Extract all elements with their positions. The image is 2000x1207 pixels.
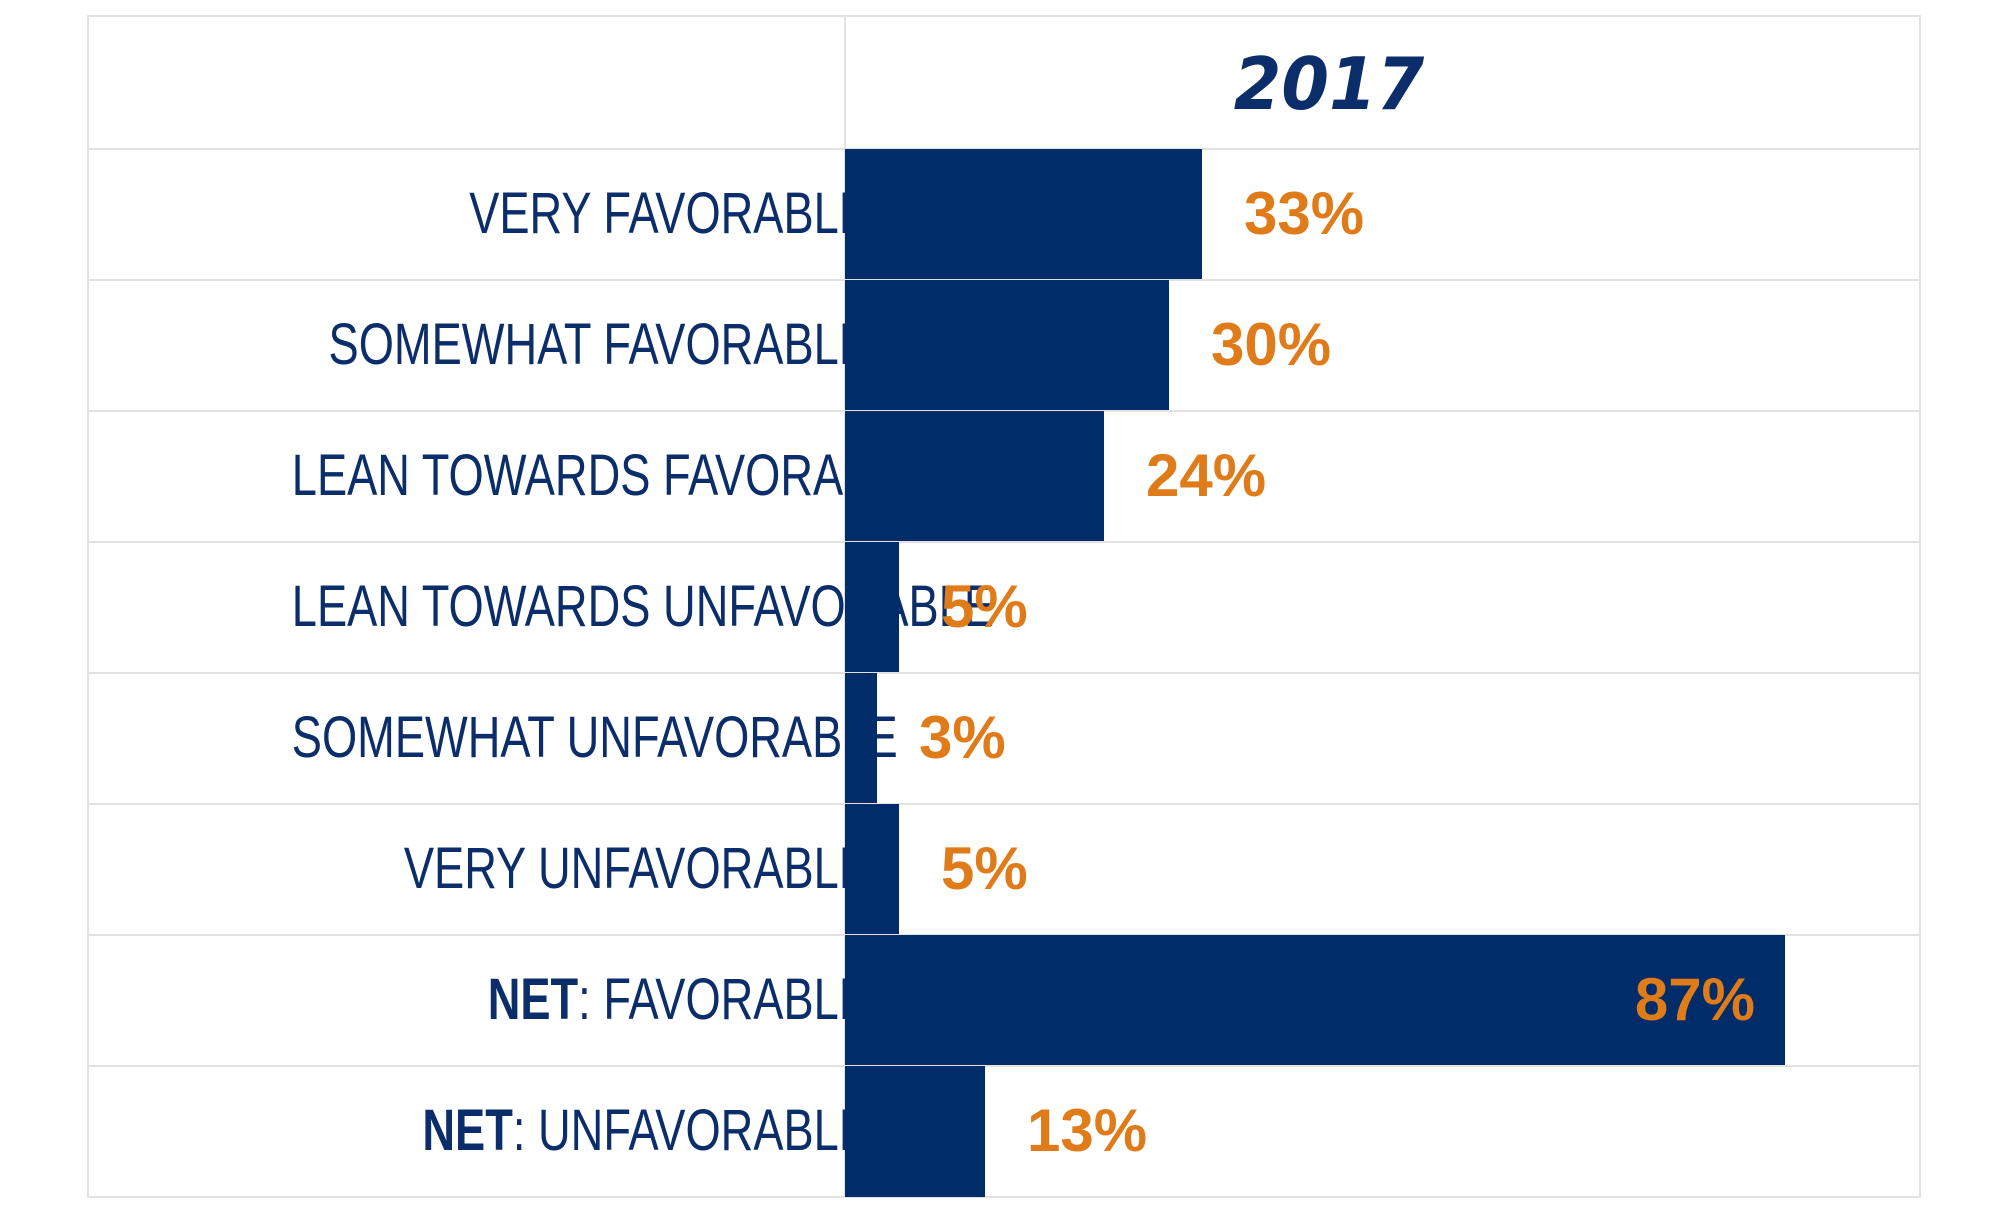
category-label-text: LEAN TOWARDS FAVORABLE (291, 443, 929, 508)
category-label: VERY FAVORABLE (292, 148, 869, 279)
bar (845, 280, 1169, 411)
category-label: NET: UNFAVORABLE (292, 1065, 869, 1196)
value-label: 5% (941, 835, 1028, 902)
table-row: NET: UNFAVORABLE 13% (89, 1065, 1919, 1197)
category-label: LEAN TOWARDS FAVORABLE (292, 410, 929, 541)
category-label-prefix: NET (422, 1098, 513, 1163)
category-label: SOMEWHAT FAVORABLE (292, 279, 869, 410)
category-label-text: VERY FAVORABLE (469, 181, 869, 246)
table-row: LEAN TOWARDS FAVORABLE 24% (89, 410, 1919, 542)
category-label: LEAN TOWARDS UNFAVORABLE (292, 541, 994, 672)
bar (845, 411, 1104, 542)
table-row: VERY UNFAVORABLE 5% (89, 803, 1919, 935)
value-label: 24% (1146, 442, 1267, 509)
table-row: NET: FAVORABLE 87% (89, 934, 1919, 1066)
category-label-prefix: NET (487, 967, 579, 1032)
bar (845, 1066, 985, 1197)
category-label: VERY UNFAVORABLE (292, 803, 869, 934)
value-label: 5% (941, 573, 1028, 640)
bar (845, 804, 899, 935)
category-label-text: SOMEWHAT UNFAVORABLE (291, 705, 898, 770)
category-label-text: SOMEWHAT FAVORABLE (328, 312, 869, 377)
table-row: SOMEWHAT FAVORABLE 30% (89, 279, 1919, 411)
table-row: VERY FAVORABLE 33% (89, 148, 1919, 280)
value-label: 87% (1634, 966, 1755, 1033)
bar (845, 673, 877, 804)
category-label-text: : UNFAVORABLE (512, 1098, 869, 1163)
bar (845, 542, 899, 673)
table-row: SOMEWHAT UNFAVORABLE 3% (89, 672, 1919, 804)
category-label: SOMEWHAT UNFAVORABLE (292, 672, 898, 803)
bar (845, 149, 1202, 280)
value-label: 13% (1027, 1097, 1148, 1164)
category-label-text: VERY UNFAVORABLE (403, 836, 869, 901)
value-label: 30% (1211, 311, 1332, 378)
chart-table: 2017 VERY FAVORABLE 33% SOMEWHAT FAVORABLE… (87, 15, 1921, 1198)
value-label: 33% (1244, 180, 1365, 247)
header-row: 2017 (89, 17, 1919, 148)
year-header: 2017 (1233, 42, 1425, 126)
table-row: LEAN TOWARDS UNFAVORABLE 5% (89, 541, 1919, 673)
category-label: NET: FAVORABLE (292, 934, 869, 1065)
bar (845, 935, 1785, 1066)
value-label: 3% (919, 704, 1006, 771)
category-label-text: : FAVORABLE (578, 967, 869, 1032)
